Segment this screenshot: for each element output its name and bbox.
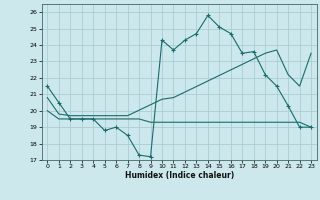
X-axis label: Humidex (Indice chaleur): Humidex (Indice chaleur) [124,171,234,180]
